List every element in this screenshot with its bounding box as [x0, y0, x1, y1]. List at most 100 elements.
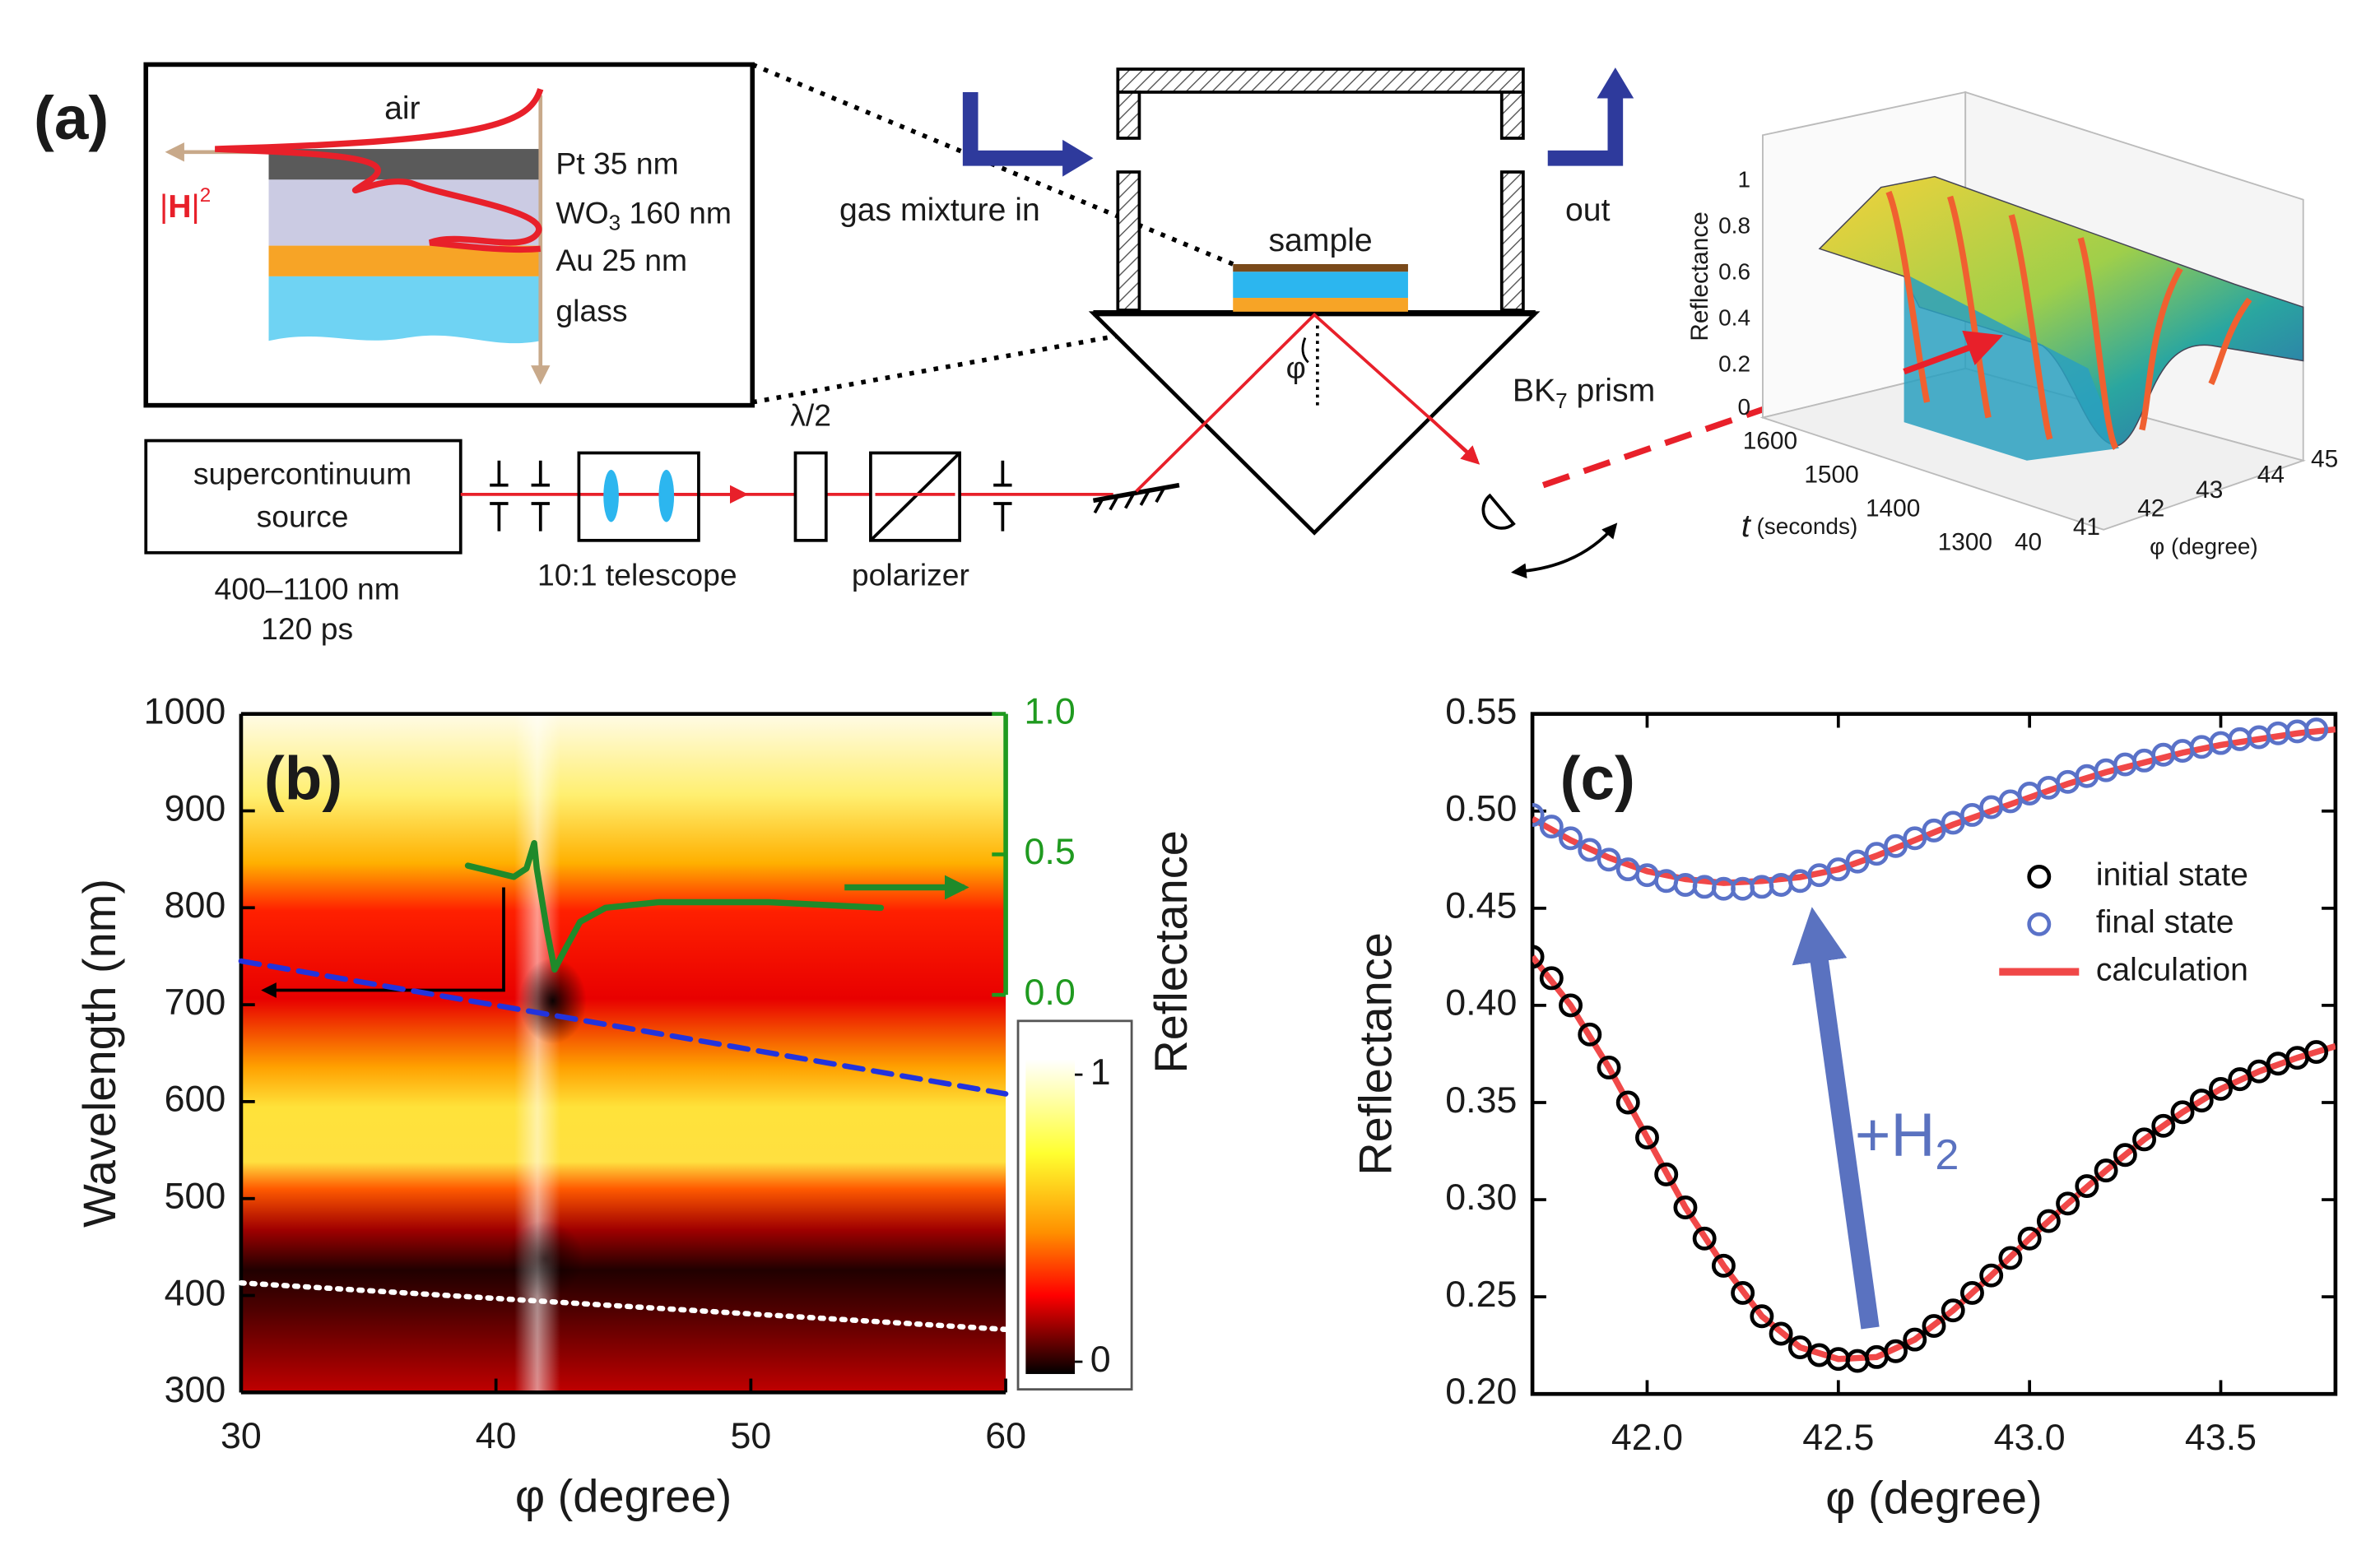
- y-tick-label: 500: [165, 1176, 226, 1217]
- line: [464, 840, 885, 973]
- line: [238, 1279, 1009, 1333]
- field-label: |: [160, 189, 168, 225]
- data-point: [1731, 1280, 1755, 1305]
- chamber: gas mixture in sample out φ BK7 prism: [839, 67, 1655, 536]
- data-point: [1998, 789, 2023, 814]
- t-label: (seconds): [1750, 513, 1858, 539]
- y2-tick-label: 0.0: [1024, 972, 1075, 1013]
- gas-in-label: gas mixture in: [839, 193, 1040, 228]
- source-box: [144, 439, 463, 555]
- y-tick-label: 0.45: [1445, 885, 1517, 926]
- panel-label: (b): [264, 743, 342, 812]
- sample-pt: [1233, 263, 1408, 272]
- legend-marker: [2027, 912, 2052, 936]
- mirror-hatch: [1093, 487, 1165, 514]
- y-tick-label: 0.25: [1445, 1274, 1517, 1315]
- y-tick-label: 0.35: [1445, 1079, 1517, 1121]
- data-point: [1864, 842, 1889, 866]
- data-point: [1769, 1321, 1793, 1346]
- phi-tick: 45: [2311, 446, 2338, 473]
- colorbar-tick-label: 1: [1090, 1052, 1111, 1093]
- annotation: +H2: [1855, 1099, 1959, 1178]
- y-tick-label: 1000: [144, 690, 226, 731]
- chamber-wall: [1499, 91, 1525, 140]
- rotation-arrow: [1511, 522, 1618, 579]
- chamber-wall: [1116, 170, 1141, 312]
- mirror: [1092, 482, 1180, 504]
- polarizer-diagonal: [869, 452, 961, 542]
- lens: [603, 470, 619, 522]
- t-label: t: [1741, 508, 1752, 544]
- gas-out-arrow: [1547, 95, 1624, 166]
- data-point: [2228, 1067, 2252, 1092]
- heatmap-feature: [506, 1220, 584, 1298]
- data-point: [1578, 838, 1602, 862]
- gas-in-arrow: [962, 92, 1067, 166]
- telescope-box: [577, 451, 700, 542]
- heatmap-feature: [518, 958, 587, 1044]
- beam-arrow: [1426, 415, 1481, 465]
- y-tick-label: 900: [165, 787, 226, 829]
- waveplate: [793, 451, 828, 542]
- layer-label: Pt 35 nm: [555, 146, 678, 180]
- z-tick: 0.6: [1718, 259, 1750, 285]
- telescope-label: 10:1 telescope: [537, 557, 737, 592]
- data-point: [1673, 1195, 1698, 1219]
- x-tick-label: 30: [221, 1415, 262, 1456]
- data-point: [1578, 1022, 1602, 1047]
- data-point: [1597, 1056, 1621, 1079]
- x-tick-label: 42.5: [1802, 1417, 1874, 1458]
- sample-wo3: [1233, 272, 1408, 299]
- x-tick-label: 40: [476, 1415, 517, 1456]
- layer-label: glass: [555, 294, 627, 328]
- prism-label: BK: [1513, 374, 1555, 409]
- colorbar-tick-label: 0: [1090, 1339, 1111, 1380]
- path: [2008, 214, 2053, 440]
- axis-pointer: [261, 887, 505, 998]
- data-point: [1903, 826, 1927, 851]
- data-point: [2056, 1191, 2080, 1216]
- prism: [1088, 311, 1541, 536]
- layer-label: 160 nm: [621, 195, 732, 230]
- data-point: [2209, 1076, 2233, 1101]
- x-tick-label: 43.0: [1994, 1417, 2066, 1458]
- source-spec: 400–1100 nm: [214, 571, 399, 606]
- legend-label: final state: [2096, 905, 2234, 940]
- phi-label: φ (degree): [2150, 534, 2258, 559]
- plot-frame: [1530, 712, 2338, 1396]
- y-tick-label: 400: [165, 1272, 226, 1313]
- phi-tick: 40: [2015, 528, 2042, 555]
- colorbar: [1025, 1059, 1076, 1374]
- data-point: [1615, 1090, 1640, 1115]
- data-point: [1845, 849, 1870, 874]
- data-point: [1711, 1253, 1736, 1278]
- data-point: [1941, 1298, 1965, 1323]
- angle-label: φ: [1286, 351, 1306, 385]
- path: [2208, 297, 2252, 386]
- z-tick: 0.2: [1718, 351, 1750, 377]
- superscript: 2: [200, 184, 212, 207]
- waveplate-label: λ/2: [790, 397, 831, 432]
- data-point: [1532, 945, 1545, 969]
- field-label: |: [192, 189, 200, 225]
- sample-au: [1233, 298, 1408, 312]
- field-profile: [215, 88, 544, 253]
- y-tick-label: 800: [165, 884, 226, 926]
- data-point: [1979, 1263, 2004, 1288]
- layer-label: WO: [555, 195, 608, 230]
- t-label: t (seconds): [1741, 508, 1857, 544]
- data-point: [1692, 1226, 1717, 1251]
- z-tick: 1: [1737, 167, 1750, 193]
- x-tick-label: 50: [730, 1415, 771, 1456]
- legend-label: initial state: [2096, 857, 2248, 893]
- phi-tick: 44: [2257, 461, 2285, 488]
- iris: [490, 460, 1012, 532]
- y-tick-label: 0.55: [1445, 690, 1517, 731]
- y2-tick-label: 0.5: [1024, 831, 1075, 872]
- layer-label: WO3 160 nm: [555, 195, 732, 234]
- source-label: source: [257, 499, 349, 534]
- polarizer-label: polarizer: [852, 557, 969, 592]
- data-point: [1597, 847, 1621, 872]
- data-point: [2304, 1040, 2329, 1065]
